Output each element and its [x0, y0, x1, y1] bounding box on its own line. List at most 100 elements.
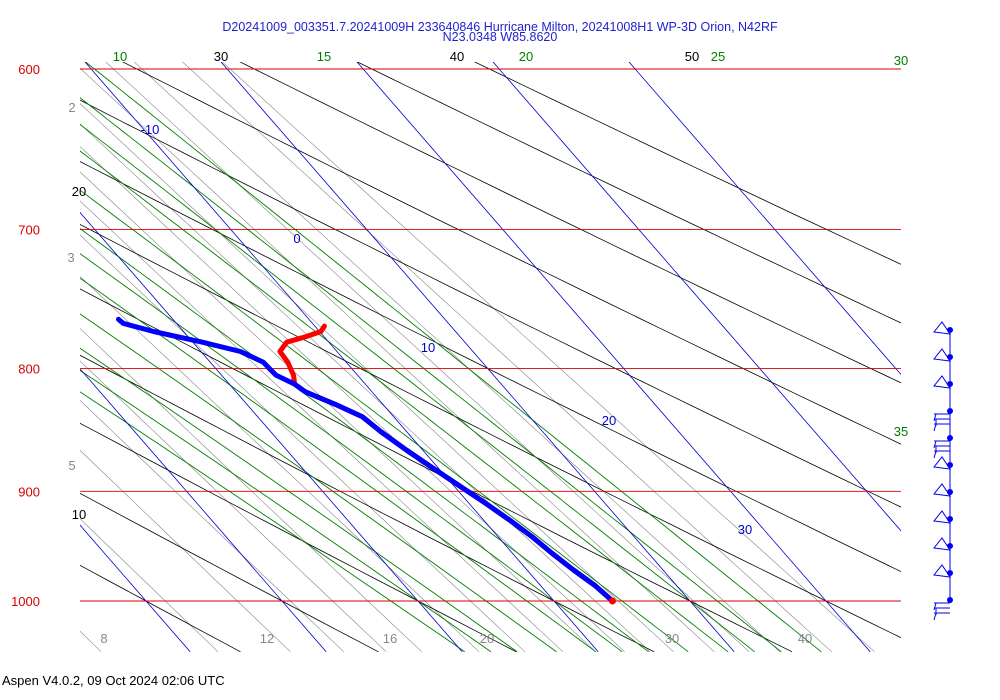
- mixing-ratio-line: [80, 360, 387, 652]
- dry-adiabat-line: [239, 62, 901, 384]
- wind-barb-tick: [933, 602, 937, 611]
- mixing-ratio-line: [80, 103, 674, 652]
- wind-barb-tick: [933, 450, 937, 459]
- pressure-tick-label: 600: [18, 62, 40, 77]
- wind-barb-flag: [933, 510, 952, 524]
- dry-adiabat-line: [80, 564, 241, 652]
- mixing-ratio-line: [80, 449, 291, 652]
- pressure-tick-label: 1000: [11, 594, 40, 609]
- bottom-axis-label: 12: [260, 631, 274, 646]
- moist-adiabat-line: [80, 277, 597, 652]
- dry-adiabat-line: [80, 161, 901, 573]
- mixing-ratio-line: [80, 171, 597, 652]
- wind-barb-tick: [933, 413, 937, 422]
- moist-adiabat-label: 15: [317, 49, 331, 64]
- isotherm-line: [220, 62, 735, 652]
- isotherm-line: [84, 62, 599, 652]
- bottom-axis-label: 40: [798, 631, 812, 646]
- wind-barb-flag: [933, 375, 952, 389]
- isotherm-line: [356, 62, 871, 652]
- dry-adiabat-line: [356, 62, 901, 324]
- moist-adiabat-line: [80, 313, 557, 652]
- wind-barb-flag: [933, 456, 952, 470]
- dry-adiabat-line: [80, 354, 655, 652]
- wind-barb-tick: [933, 612, 937, 621]
- mixing-ratio-line: [80, 234, 526, 652]
- mixing-ratio-line: [80, 275, 480, 652]
- dry-adiabat-line: [80, 492, 379, 652]
- mixing-ratio-line: [133, 62, 781, 652]
- dry-adiabat-label: 30: [214, 49, 228, 64]
- bottom-axis-label: 16: [383, 631, 397, 646]
- isotherm-line: [80, 524, 191, 652]
- wind-barb-flag: [933, 483, 952, 497]
- mixing-ratio-line: [80, 630, 102, 652]
- moist-adiabat-line: [80, 228, 649, 652]
- moist-adiabat-line: [80, 391, 465, 652]
- dry-adiabat-line: [473, 62, 901, 265]
- isotherm-label: 10: [421, 340, 435, 355]
- moist-adiabat-label: 20: [519, 49, 533, 64]
- version-footer: Aspen V4.0.2, 09 Oct 2024 02:06 UTC: [2, 673, 225, 688]
- pressure-tick-label: 800: [18, 362, 40, 377]
- moist-adiabat-line: [80, 347, 518, 652]
- wind-barb-flag: [933, 564, 952, 578]
- isotherm-label: 30: [738, 522, 752, 537]
- wind-barb-flag: [933, 348, 952, 362]
- wind-barb-flag: [933, 321, 952, 335]
- mixing-ratio-label: 3: [67, 250, 74, 265]
- mixing-ratio-line: [80, 399, 345, 652]
- mixing-ratio-line: [80, 123, 651, 652]
- dewpoint-profile-line: [116, 316, 615, 604]
- dry-adiabat-line: [122, 62, 901, 445]
- mixing-ratio-line: [80, 146, 625, 652]
- isotherm-label: -10: [141, 122, 160, 137]
- isotherm-label: 0: [293, 231, 300, 246]
- isotherm-line: [628, 62, 901, 376]
- dry-adiabat-label: 40: [450, 49, 464, 64]
- isotherm-line: [492, 62, 901, 532]
- mixing-ratio-line: [182, 62, 832, 652]
- moist-adiabat-line: [84, 62, 822, 652]
- dry-adiabat-line: [80, 288, 793, 652]
- chart-title: D20241009_003351.7.20241009H 233640846 H…: [222, 20, 778, 34]
- moist-adiabat-label: 10: [113, 49, 127, 64]
- chart-subtitle: N23.0348 W85.8620: [442, 30, 558, 44]
- moist-adiabat-label: 35: [894, 424, 908, 439]
- dry-adiabat-line: [80, 422, 517, 652]
- moist-adiabat-line: [80, 123, 755, 652]
- dry-adiabat-label: 50: [685, 49, 699, 64]
- bottom-axis-label: 8: [100, 631, 107, 646]
- mixing-ratio-line: [80, 200, 564, 652]
- moist-adiabat-line: [80, 189, 689, 652]
- moist-adiabat-line: [80, 253, 623, 652]
- isotherm-line: [0, 34, 54, 652]
- isotherm-line: [80, 368, 327, 652]
- mixing-ratio-line: [80, 518, 219, 652]
- pressure-tick-label: 700: [18, 223, 40, 238]
- wind-barb-tick: [933, 440, 937, 449]
- moist-adiabat-line: [80, 97, 782, 652]
- isotherm-label: 20: [602, 413, 616, 428]
- moist-adiabat-label: 25: [711, 49, 725, 64]
- dry-adiabat-line: [80, 223, 901, 639]
- bottom-axis-label: 30: [665, 631, 679, 646]
- wind-barb-flag: [933, 537, 952, 551]
- wind-barb-tick: [933, 423, 937, 432]
- moist-adiabat-line: [80, 150, 729, 652]
- dry-adiabat-label: 20: [72, 184, 86, 199]
- mixing-ratio-line: [105, 62, 750, 652]
- mixing-ratio-label: 2: [68, 100, 75, 115]
- mixing-ratio-label: 5: [68, 458, 75, 473]
- pressure-tick-label: 900: [18, 484, 40, 499]
- mixing-ratio-line: [221, 62, 875, 652]
- mixing-ratio-line: [80, 67, 715, 652]
- bottom-axis-label: 20: [480, 631, 494, 646]
- moist-adiabat-label: 30: [894, 53, 908, 68]
- surface-point-marker: [608, 597, 616, 605]
- wind-barb-dot: [947, 408, 953, 414]
- wind-barb-dot: [947, 597, 953, 603]
- wind-barb-dot: [947, 435, 953, 441]
- dry-adiabat-line: [80, 99, 901, 508]
